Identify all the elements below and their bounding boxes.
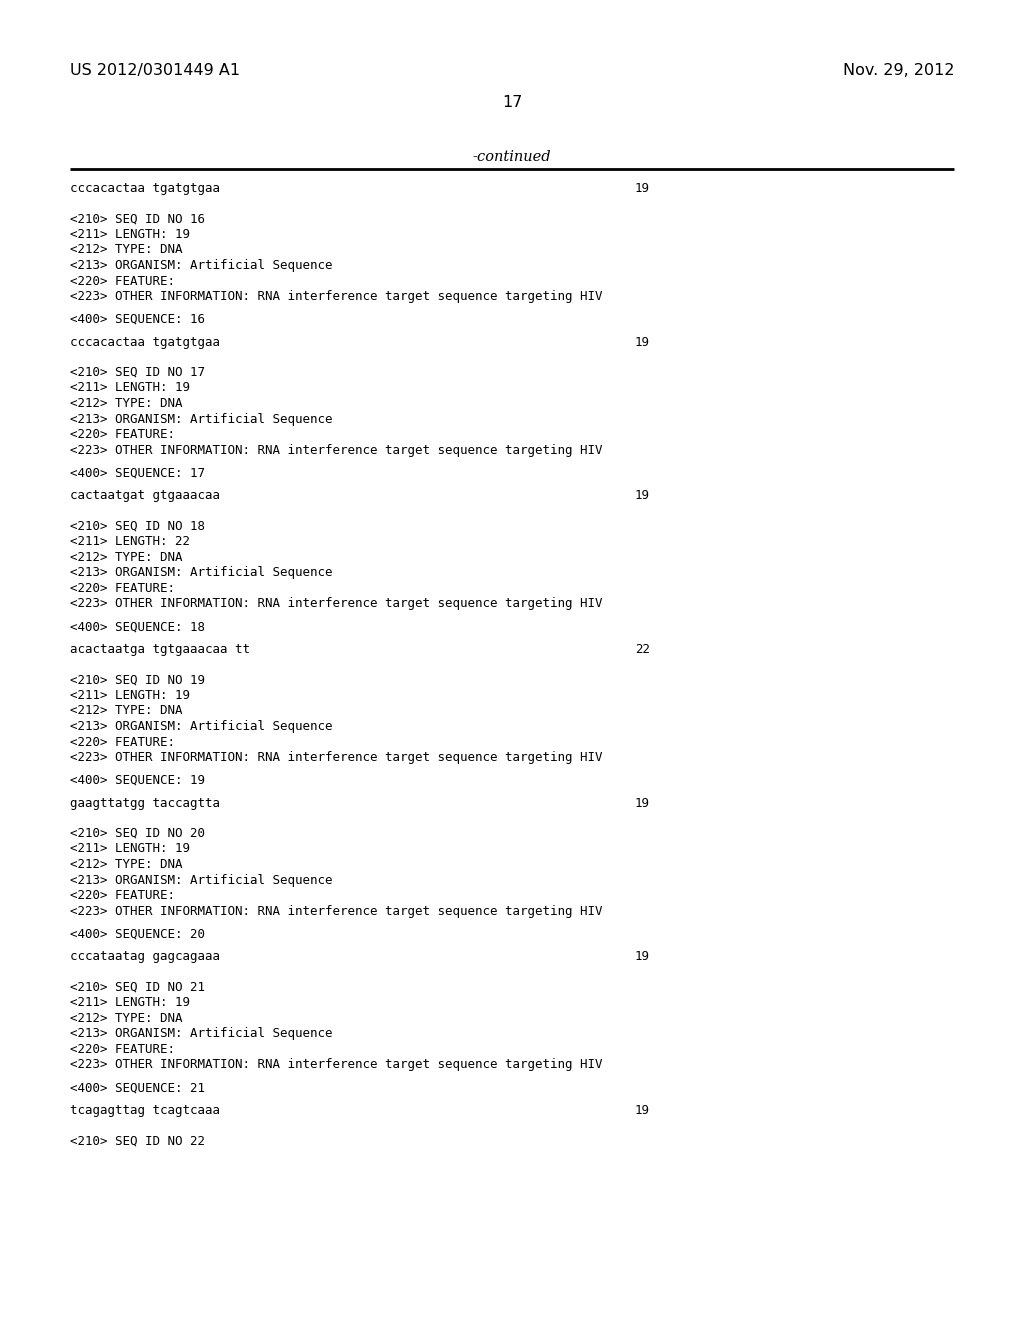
Text: cccacactaa tgatgtgaa: cccacactaa tgatgtgaa — [70, 335, 219, 348]
Text: <223> OTHER INFORMATION: RNA interference target sequence targeting HIV: <223> OTHER INFORMATION: RNA interferenc… — [70, 904, 602, 917]
Text: <210> SEQ ID NO 22: <210> SEQ ID NO 22 — [70, 1134, 205, 1147]
Text: 19: 19 — [635, 1104, 650, 1117]
Text: <223> OTHER INFORMATION: RNA interference target sequence targeting HIV: <223> OTHER INFORMATION: RNA interferenc… — [70, 290, 602, 304]
Text: 19: 19 — [635, 335, 650, 348]
Text: <400> SEQUENCE: 20: <400> SEQUENCE: 20 — [70, 928, 205, 941]
Text: <223> OTHER INFORMATION: RNA interference target sequence targeting HIV: <223> OTHER INFORMATION: RNA interferenc… — [70, 1059, 602, 1072]
Text: US 2012/0301449 A1: US 2012/0301449 A1 — [70, 63, 240, 78]
Text: <211> LENGTH: 19: <211> LENGTH: 19 — [70, 381, 189, 395]
Text: <400> SEQUENCE: 16: <400> SEQUENCE: 16 — [70, 313, 205, 326]
Text: 22: 22 — [635, 643, 650, 656]
Text: <210> SEQ ID NO 17: <210> SEQ ID NO 17 — [70, 366, 205, 379]
Text: cccacactaa tgatgtgaa: cccacactaa tgatgtgaa — [70, 182, 219, 195]
Text: <212> TYPE: DNA: <212> TYPE: DNA — [70, 243, 182, 256]
Text: 19: 19 — [635, 490, 650, 503]
Text: <212> TYPE: DNA: <212> TYPE: DNA — [70, 705, 182, 717]
Text: <210> SEQ ID NO 16: <210> SEQ ID NO 16 — [70, 213, 205, 226]
Text: <220> FEATURE:: <220> FEATURE: — [70, 890, 175, 902]
Text: <211> LENGTH: 19: <211> LENGTH: 19 — [70, 228, 189, 240]
Text: 19: 19 — [635, 797, 650, 809]
Text: <210> SEQ ID NO 18: <210> SEQ ID NO 18 — [70, 520, 205, 532]
Text: -continued: -continued — [473, 150, 551, 165]
Text: <213> ORGANISM: Artificial Sequence: <213> ORGANISM: Artificial Sequence — [70, 719, 332, 733]
Text: <400> SEQUENCE: 17: <400> SEQUENCE: 17 — [70, 467, 205, 479]
Text: <220> FEATURE:: <220> FEATURE: — [70, 582, 175, 595]
Text: <213> ORGANISM: Artificial Sequence: <213> ORGANISM: Artificial Sequence — [70, 566, 332, 579]
Text: <213> ORGANISM: Artificial Sequence: <213> ORGANISM: Artificial Sequence — [70, 259, 332, 272]
Text: <213> ORGANISM: Artificial Sequence: <213> ORGANISM: Artificial Sequence — [70, 874, 332, 887]
Text: <220> FEATURE:: <220> FEATURE: — [70, 735, 175, 748]
Text: <210> SEQ ID NO 21: <210> SEQ ID NO 21 — [70, 981, 205, 994]
Text: <210> SEQ ID NO 20: <210> SEQ ID NO 20 — [70, 826, 205, 840]
Text: <212> TYPE: DNA: <212> TYPE: DNA — [70, 1011, 182, 1024]
Text: <220> FEATURE:: <220> FEATURE: — [70, 428, 175, 441]
Text: cactaatgat gtgaaacaa: cactaatgat gtgaaacaa — [70, 490, 219, 503]
Text: <210> SEQ ID NO 19: <210> SEQ ID NO 19 — [70, 673, 205, 686]
Text: <211> LENGTH: 19: <211> LENGTH: 19 — [70, 689, 189, 702]
Text: 19: 19 — [635, 950, 650, 964]
Text: <211> LENGTH: 19: <211> LENGTH: 19 — [70, 842, 189, 855]
Text: <213> ORGANISM: Artificial Sequence: <213> ORGANISM: Artificial Sequence — [70, 413, 332, 425]
Text: Nov. 29, 2012: Nov. 29, 2012 — [843, 63, 954, 78]
Text: <211> LENGTH: 19: <211> LENGTH: 19 — [70, 997, 189, 1008]
Text: <213> ORGANISM: Artificial Sequence: <213> ORGANISM: Artificial Sequence — [70, 1027, 332, 1040]
Text: <223> OTHER INFORMATION: RNA interference target sequence targeting HIV: <223> OTHER INFORMATION: RNA interferenc… — [70, 751, 602, 764]
Text: <220> FEATURE:: <220> FEATURE: — [70, 1043, 175, 1056]
Text: gaagttatgg taccagtta: gaagttatgg taccagtta — [70, 797, 219, 809]
Text: <400> SEQUENCE: 18: <400> SEQUENCE: 18 — [70, 620, 205, 634]
Text: acactaatga tgtgaaacaa tt: acactaatga tgtgaaacaa tt — [70, 643, 250, 656]
Text: <212> TYPE: DNA: <212> TYPE: DNA — [70, 858, 182, 871]
Text: <212> TYPE: DNA: <212> TYPE: DNA — [70, 550, 182, 564]
Text: 17: 17 — [502, 95, 522, 110]
Text: <223> OTHER INFORMATION: RNA interference target sequence targeting HIV: <223> OTHER INFORMATION: RNA interferenc… — [70, 444, 602, 457]
Text: <400> SEQUENCE: 19: <400> SEQUENCE: 19 — [70, 774, 205, 787]
Text: 19: 19 — [635, 182, 650, 195]
Text: cccataatag gagcagaaa: cccataatag gagcagaaa — [70, 950, 219, 964]
Text: <223> OTHER INFORMATION: RNA interference target sequence targeting HIV: <223> OTHER INFORMATION: RNA interferenc… — [70, 598, 602, 610]
Text: tcagagttag tcagtcaaa: tcagagttag tcagtcaaa — [70, 1104, 219, 1117]
Text: <211> LENGTH: 22: <211> LENGTH: 22 — [70, 535, 189, 548]
Text: <212> TYPE: DNA: <212> TYPE: DNA — [70, 397, 182, 411]
Text: <400> SEQUENCE: 21: <400> SEQUENCE: 21 — [70, 1081, 205, 1094]
Text: <220> FEATURE:: <220> FEATURE: — [70, 275, 175, 288]
